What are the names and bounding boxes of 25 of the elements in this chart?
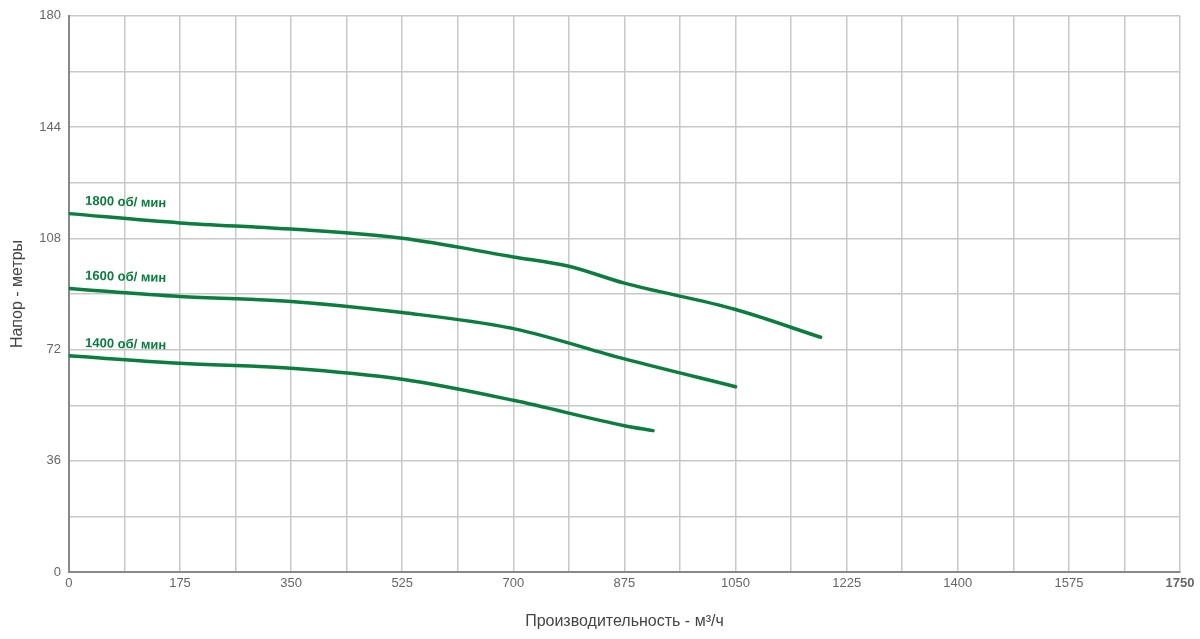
x-tick-label: 1050 xyxy=(721,574,751,590)
y-tick-label: 0 xyxy=(53,563,61,579)
x-tick-label: 700 xyxy=(502,574,525,590)
x-tick-label: 1750 xyxy=(1165,574,1195,590)
y-tick-label: 180 xyxy=(39,7,61,23)
x-tick-label: 350 xyxy=(280,574,302,590)
series-label: 1600 об/ мин xyxy=(84,267,167,285)
y-axis-title: Напор - метры xyxy=(8,239,26,349)
x-tick-label: 1575 xyxy=(1054,574,1084,590)
y-tick-label: 72 xyxy=(46,341,61,357)
series-label: 1800 об/ мин xyxy=(84,192,167,211)
series-label: 1400 об/ мин xyxy=(84,334,167,353)
line-series xyxy=(68,286,738,389)
x-axis-title: Производительность - м³/ч xyxy=(525,611,724,629)
line-series xyxy=(68,354,655,433)
x-tick-label: 525 xyxy=(391,574,414,590)
y-tick-label: 108 xyxy=(39,229,61,245)
x-tick-label: 875 xyxy=(613,574,636,590)
x-tick-label: 0 xyxy=(65,574,73,590)
x-tick-label: 1225 xyxy=(832,574,862,590)
y-tick-label: 36 xyxy=(46,452,61,468)
x-tick-label: 175 xyxy=(169,574,191,590)
x-tick-label: 1400 xyxy=(943,574,973,590)
y-tick-label: 144 xyxy=(39,118,61,134)
line-series xyxy=(68,211,823,340)
